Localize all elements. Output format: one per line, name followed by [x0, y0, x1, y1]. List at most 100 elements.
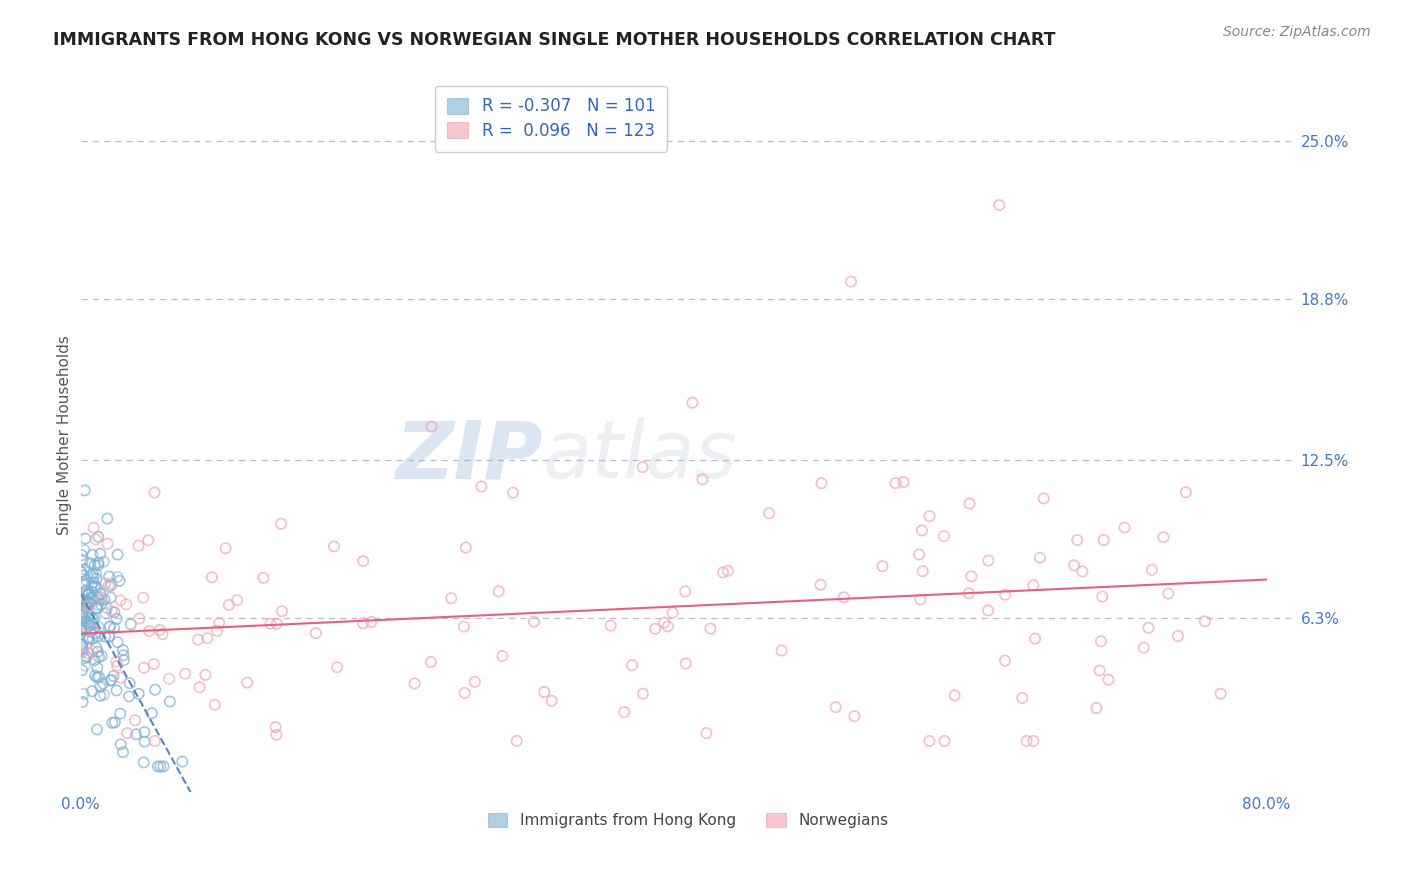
- Point: [86, 723, 108, 737]
- Point: [631, 460, 654, 475]
- Point: [259, 616, 281, 631]
- Point: [110, 671, 132, 685]
- Point: [824, 700, 846, 714]
- Point: [266, 616, 288, 631]
- Point: [692, 472, 714, 486]
- Point: [110, 737, 132, 751]
- Point: [100, 591, 122, 605]
- Point: [110, 706, 132, 721]
- Point: [201, 570, 224, 584]
- Point: [440, 591, 463, 606]
- Point: [205, 624, 228, 638]
- Point: [73, 651, 96, 665]
- Point: [86, 572, 108, 586]
- Point: [73, 568, 96, 582]
- Point: [89, 689, 111, 703]
- Point: [132, 591, 155, 605]
- Point: [533, 685, 555, 699]
- Point: [87, 670, 110, 684]
- Point: [70, 663, 93, 677]
- Point: [77, 646, 100, 660]
- Point: [103, 621, 125, 635]
- Point: [76, 595, 98, 609]
- Point: [87, 620, 110, 634]
- Point: [72, 645, 94, 659]
- Point: [1194, 614, 1216, 628]
- Point: [98, 619, 121, 633]
- Point: [82, 644, 104, 658]
- Point: [70, 623, 93, 637]
- Point: [502, 485, 524, 500]
- Point: [89, 680, 111, 694]
- Point: [1066, 533, 1088, 547]
- Point: [73, 658, 96, 673]
- Point: [72, 642, 94, 657]
- Point: [94, 630, 117, 644]
- Point: [994, 588, 1017, 602]
- Point: [86, 671, 108, 685]
- Point: [977, 553, 1000, 567]
- Point: [491, 648, 513, 663]
- Point: [105, 683, 128, 698]
- Point: [100, 673, 122, 688]
- Point: [70, 627, 93, 641]
- Point: [111, 745, 134, 759]
- Point: [1071, 565, 1094, 579]
- Point: [84, 566, 107, 581]
- Point: [96, 537, 118, 551]
- Point: [86, 601, 108, 615]
- Point: [832, 591, 855, 605]
- Point: [86, 591, 108, 605]
- Point: [142, 657, 165, 671]
- Point: [150, 627, 173, 641]
- Point: [70, 599, 93, 613]
- Point: [453, 686, 475, 700]
- Point: [72, 606, 94, 620]
- Point: [934, 734, 956, 748]
- Point: [1174, 485, 1197, 500]
- Point: [83, 653, 105, 667]
- Point: [86, 601, 108, 615]
- Point: [75, 532, 97, 546]
- Point: [621, 658, 644, 673]
- Point: [100, 577, 122, 591]
- Point: [1085, 701, 1108, 715]
- Point: [97, 630, 120, 644]
- Point: [1032, 491, 1054, 506]
- Point: [613, 705, 636, 719]
- Point: [673, 584, 696, 599]
- Point: [124, 713, 146, 727]
- Point: [839, 275, 862, 289]
- Point: [79, 599, 101, 613]
- Point: [70, 612, 93, 626]
- Point: [138, 624, 160, 638]
- Point: [77, 587, 100, 601]
- Point: [87, 530, 110, 544]
- Point: [112, 648, 135, 663]
- Point: [810, 578, 832, 592]
- Point: [70, 637, 93, 651]
- Point: [86, 640, 108, 655]
- Point: [103, 605, 125, 619]
- Point: [101, 715, 124, 730]
- Point: [141, 706, 163, 721]
- Point: [118, 690, 141, 704]
- Point: [75, 574, 97, 588]
- Text: IMMIGRANTS FROM HONG KONG VS NORWEGIAN SINGLE MOTHER HOUSEHOLDS CORRELATION CHAR: IMMIGRANTS FROM HONG KONG VS NORWEGIAN S…: [53, 31, 1056, 49]
- Point: [143, 485, 166, 500]
- Point: [1152, 530, 1174, 544]
- Point: [1097, 673, 1119, 687]
- Point: [98, 569, 121, 583]
- Point: [128, 539, 150, 553]
- Point: [100, 604, 122, 618]
- Point: [94, 576, 117, 591]
- Point: [83, 579, 105, 593]
- Point: [108, 574, 131, 588]
- Point: [1088, 664, 1111, 678]
- Point: [1132, 640, 1154, 655]
- Point: [75, 601, 97, 615]
- Point: [70, 548, 93, 562]
- Point: [893, 475, 915, 489]
- Point: [73, 584, 96, 599]
- Point: [118, 676, 141, 690]
